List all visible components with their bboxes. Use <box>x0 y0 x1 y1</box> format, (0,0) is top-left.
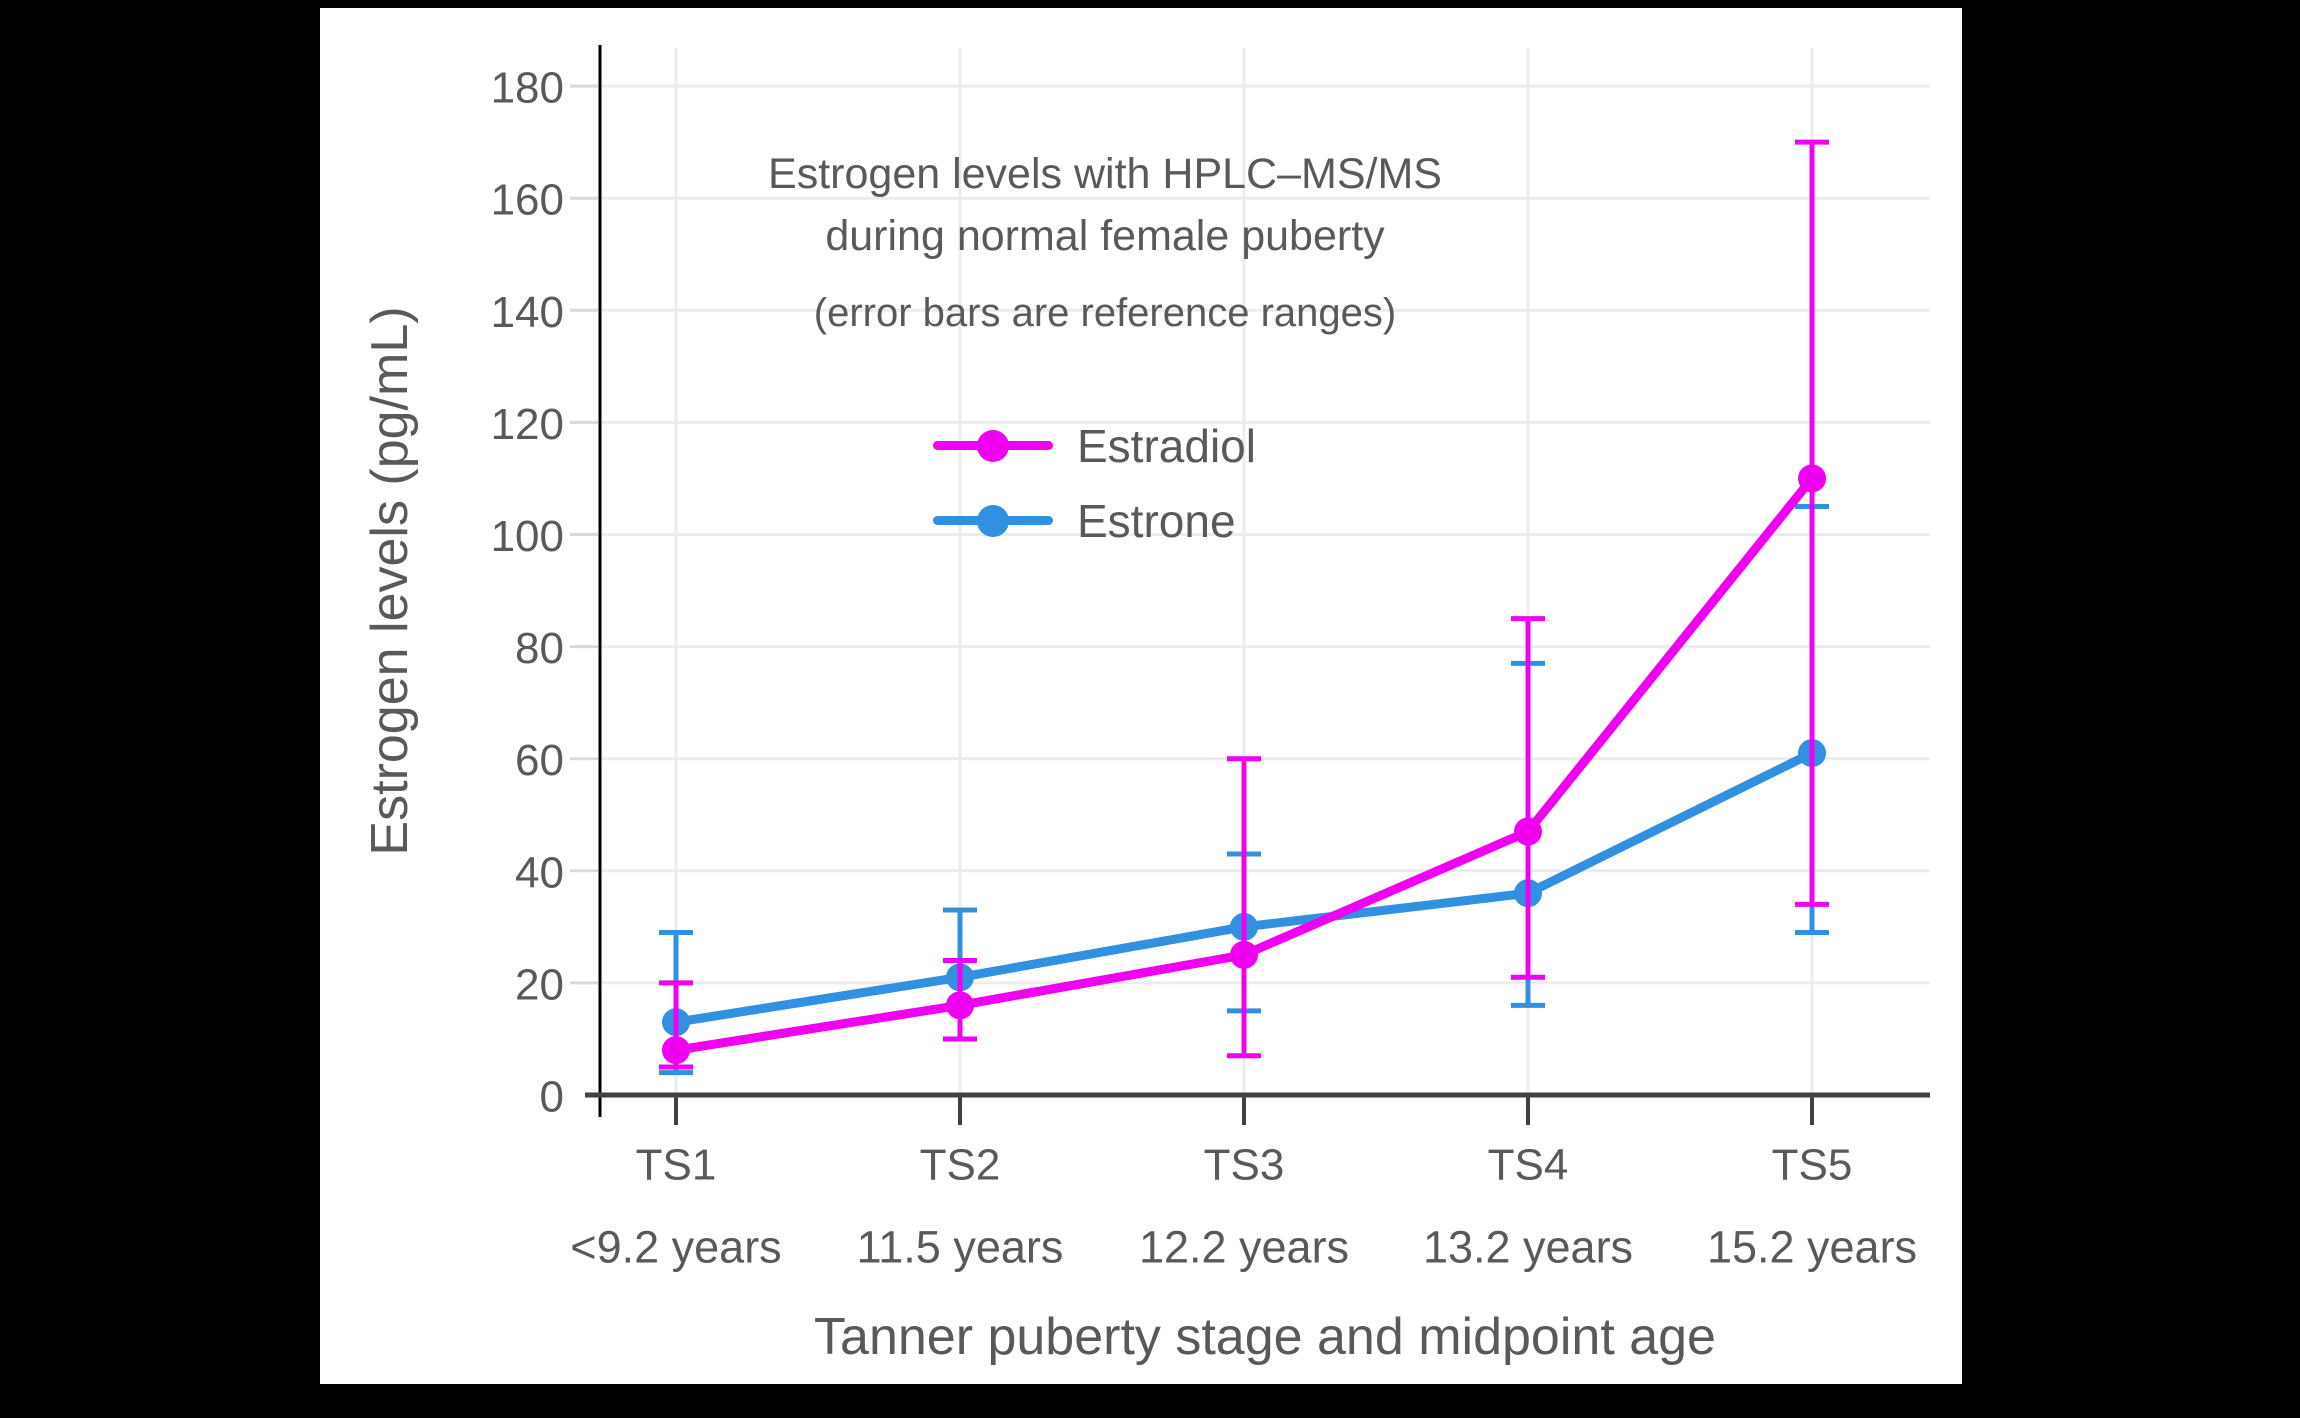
y-tick-label: 180 <box>491 64 564 113</box>
x-tick-label-ts1: TS1 <box>636 1141 717 1190</box>
chart-title-line1: Estrogen levels with HPLC–MS/MS <box>768 150 1442 198</box>
x-tick-label-ts3: TS3 <box>1204 1141 1285 1190</box>
estradiol-line-marker-swatch <box>933 429 1053 462</box>
chart-legend: Estradiol Estrone <box>933 408 1256 558</box>
chart-title-block: Estrogen levels with HPLC–MS/MS during n… <box>768 143 1442 338</box>
estradiol-marker-ts1 <box>662 1036 690 1065</box>
chart-canvas: 0 20 40 60 80 100 120 140 160 180 TS1 TS2 TS3 TS4 TS5 <… <box>320 8 1962 1384</box>
y-axis-title: Estrogen levels (pg/mL) <box>361 306 419 856</box>
y-tick-label: 0 <box>540 1073 564 1122</box>
x-axis-title: Tanner puberty stage and midpoint age <box>814 1308 1716 1366</box>
line-chart-plot: 0 20 40 60 80 100 120 140 160 180 TS1 TS2 TS3 TS4 TS5 <… <box>491 45 1930 1273</box>
x-age-label-ts3: 12.2 years <box>1139 1222 1349 1273</box>
estradiol-marker-ts2 <box>946 991 974 1020</box>
x-age-label-ts1: <9.2 years <box>570 1222 781 1273</box>
estradiol-dot-icon <box>977 429 1009 462</box>
y-tick-label: 120 <box>491 400 564 449</box>
chart-title-line2: during normal female puberty <box>825 212 1385 260</box>
y-tick-label: 100 <box>491 512 564 561</box>
x-age-label-ts5: 15.2 years <box>1707 1222 1917 1273</box>
legend-item-estradiol: Estradiol <box>933 408 1256 483</box>
y-tick-label: 160 <box>491 176 564 225</box>
y-tick-label: 140 <box>491 288 564 337</box>
x-age-label-ts2: 11.5 years <box>857 1222 1064 1273</box>
estradiol-marker-ts4 <box>1514 817 1542 846</box>
x-tick-label-ts5: TS5 <box>1772 1141 1853 1190</box>
x-age-label-ts4: 13.2 years <box>1423 1222 1633 1273</box>
estradiol-marker-ts5 <box>1798 464 1826 493</box>
x-tick-label-ts4: TS4 <box>1488 1141 1569 1190</box>
legend-label-estrone: Estrone <box>1077 494 1236 547</box>
y-tick-label: 40 <box>515 848 564 897</box>
estrone-dot-icon <box>977 504 1009 537</box>
legend-item-estrone: Estrone <box>933 483 1256 558</box>
estrone-line-marker-swatch <box>933 504 1053 537</box>
y-tick-label: 20 <box>515 960 564 1009</box>
chart-subtitle: (error bars are reference ranges) <box>813 291 1397 335</box>
y-tick-label: 60 <box>515 736 564 785</box>
estradiol-marker-ts3 <box>1230 940 1258 969</box>
y-tick-label: 80 <box>515 624 564 673</box>
x-tick-label-ts2: TS2 <box>920 1141 1001 1190</box>
legend-label-estradiol: Estradiol <box>1077 419 1256 472</box>
